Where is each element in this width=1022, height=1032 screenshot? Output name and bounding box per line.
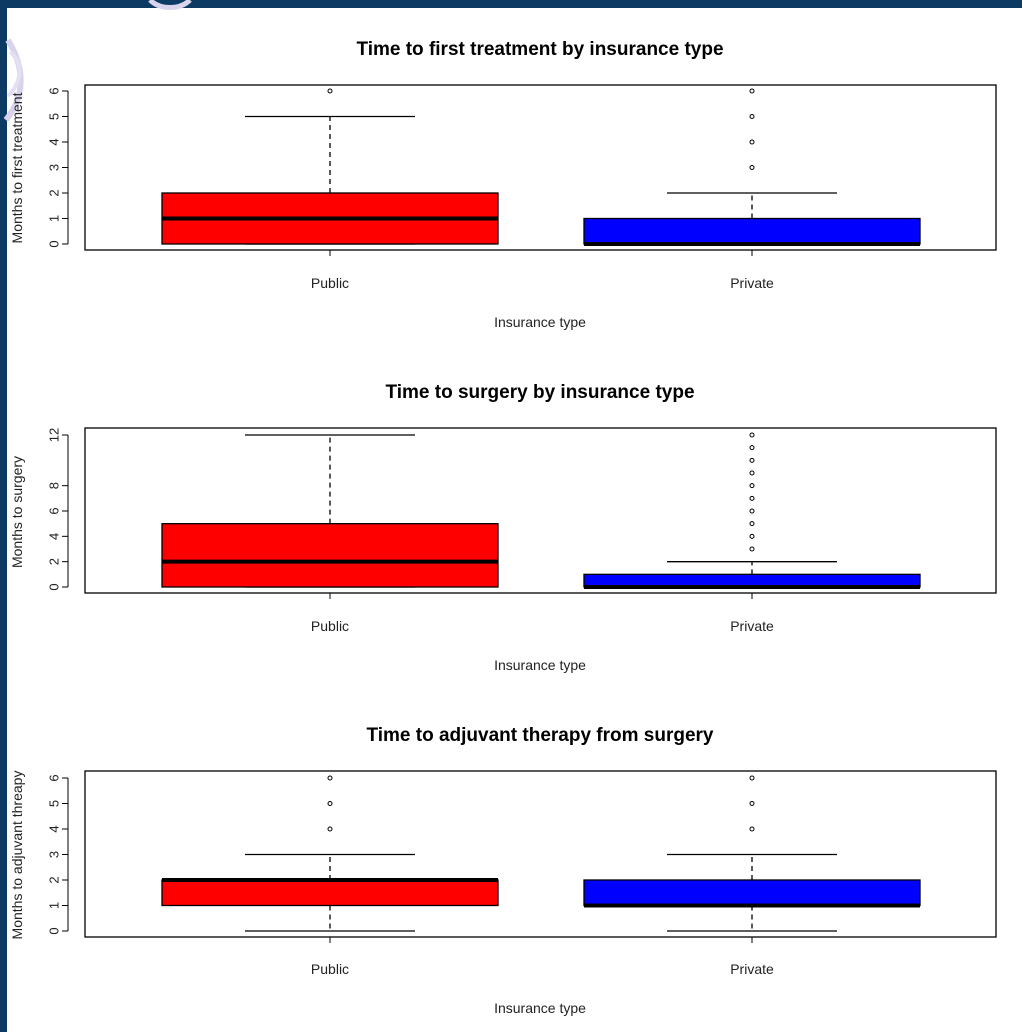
- outlier-point: [749, 546, 755, 552]
- x-axis-label: Insurance type: [494, 657, 586, 673]
- outlier-point: [749, 457, 755, 463]
- outlier-point: [749, 508, 755, 514]
- y-tick-label: 0: [46, 927, 61, 934]
- box-rect: [583, 217, 921, 245]
- outlier-point: [749, 521, 755, 527]
- outlier-point: [327, 88, 333, 94]
- y-tick-label: 8: [46, 482, 61, 489]
- boxplot-panel-3: Time to adjuvant therapy from surgery 0 1 2…: [9, 725, 997, 1016]
- box-rect: [161, 523, 499, 588]
- x-tick-label: Private: [730, 618, 774, 634]
- chart-title: Time to surgery by insurance type: [385, 382, 694, 403]
- y-tick-label: 3: [46, 851, 61, 858]
- box-public: [161, 88, 499, 245]
- x-tick-label: Private: [730, 961, 774, 977]
- outlier-point: [749, 165, 755, 170]
- box-private: [583, 88, 921, 246]
- y-tick-label: 6: [46, 774, 61, 781]
- chart-title: Time to adjuvant therapy from surgery: [366, 725, 713, 746]
- outlier-point: [749, 432, 755, 438]
- outlier-point: [749, 801, 755, 806]
- outlier-point: [749, 495, 755, 501]
- outlier-point: [327, 775, 333, 781]
- outlier-point: [749, 139, 755, 145]
- outlier-point: [749, 483, 755, 489]
- x-tick-label: Public: [311, 618, 349, 634]
- y-tick-label: 1: [46, 902, 61, 909]
- y-tick-label: 5: [46, 800, 61, 807]
- x-tick-label: Public: [311, 961, 349, 977]
- y-tick-label: 4: [46, 138, 61, 145]
- y-axis-label: Months to surgery: [9, 456, 25, 568]
- y-tick-label: 0: [46, 240, 61, 247]
- y-tick-label: 2: [46, 876, 61, 883]
- y-tick-label: 3: [46, 164, 61, 171]
- outlier-point: [749, 445, 755, 451]
- outlier-point: [327, 801, 333, 806]
- box-private: [583, 432, 921, 589]
- box-rect: [161, 879, 499, 907]
- y-tick-label: 4: [46, 825, 61, 832]
- outlier-point: [749, 114, 755, 119]
- y-tick-label: 2: [46, 558, 61, 565]
- x-axis-label: Insurance type: [494, 1000, 586, 1016]
- outlier-point: [327, 826, 333, 832]
- y-tick-label: 5: [46, 113, 61, 120]
- chart-title: Time to first treatment by insurance typ…: [356, 39, 723, 60]
- slide-frame-top: [0, 0, 1022, 8]
- y-tick-label: 6: [46, 507, 61, 514]
- y-tick-label: 4: [46, 533, 61, 540]
- box-private: [583, 775, 921, 932]
- box-public: [161, 434, 499, 588]
- y-tick-label: 1: [46, 215, 61, 222]
- outlier-point: [749, 775, 755, 781]
- outlier-point: [749, 88, 755, 94]
- boxplot-panel-1: Time to first treatment by insurance typ…: [9, 39, 997, 330]
- outlier-point: [749, 826, 755, 832]
- slide-frame-left: [0, 0, 7, 1032]
- y-axis-label: Months to first treatment: [9, 92, 25, 243]
- outlier-point: [749, 470, 755, 476]
- y-tick-label: 0: [46, 583, 61, 590]
- x-axis-label: Insurance type: [494, 314, 586, 330]
- box-public: [161, 775, 499, 932]
- y-tick-label: 6: [46, 87, 61, 94]
- y-tick-label: 12: [46, 428, 61, 442]
- box-rect: [583, 879, 921, 907]
- outlier-point: [749, 533, 755, 539]
- y-axis-label: Months to adjuvant threapy: [9, 771, 25, 940]
- boxplot-panel-2: Time to surgery by insurance type 0 2 4 6 8 12…: [9, 382, 997, 673]
- plot-frame: [84, 770, 997, 938]
- y-tick-label: 2: [46, 189, 61, 196]
- x-tick-label: Public: [311, 275, 349, 291]
- x-tick-label: Private: [730, 275, 774, 291]
